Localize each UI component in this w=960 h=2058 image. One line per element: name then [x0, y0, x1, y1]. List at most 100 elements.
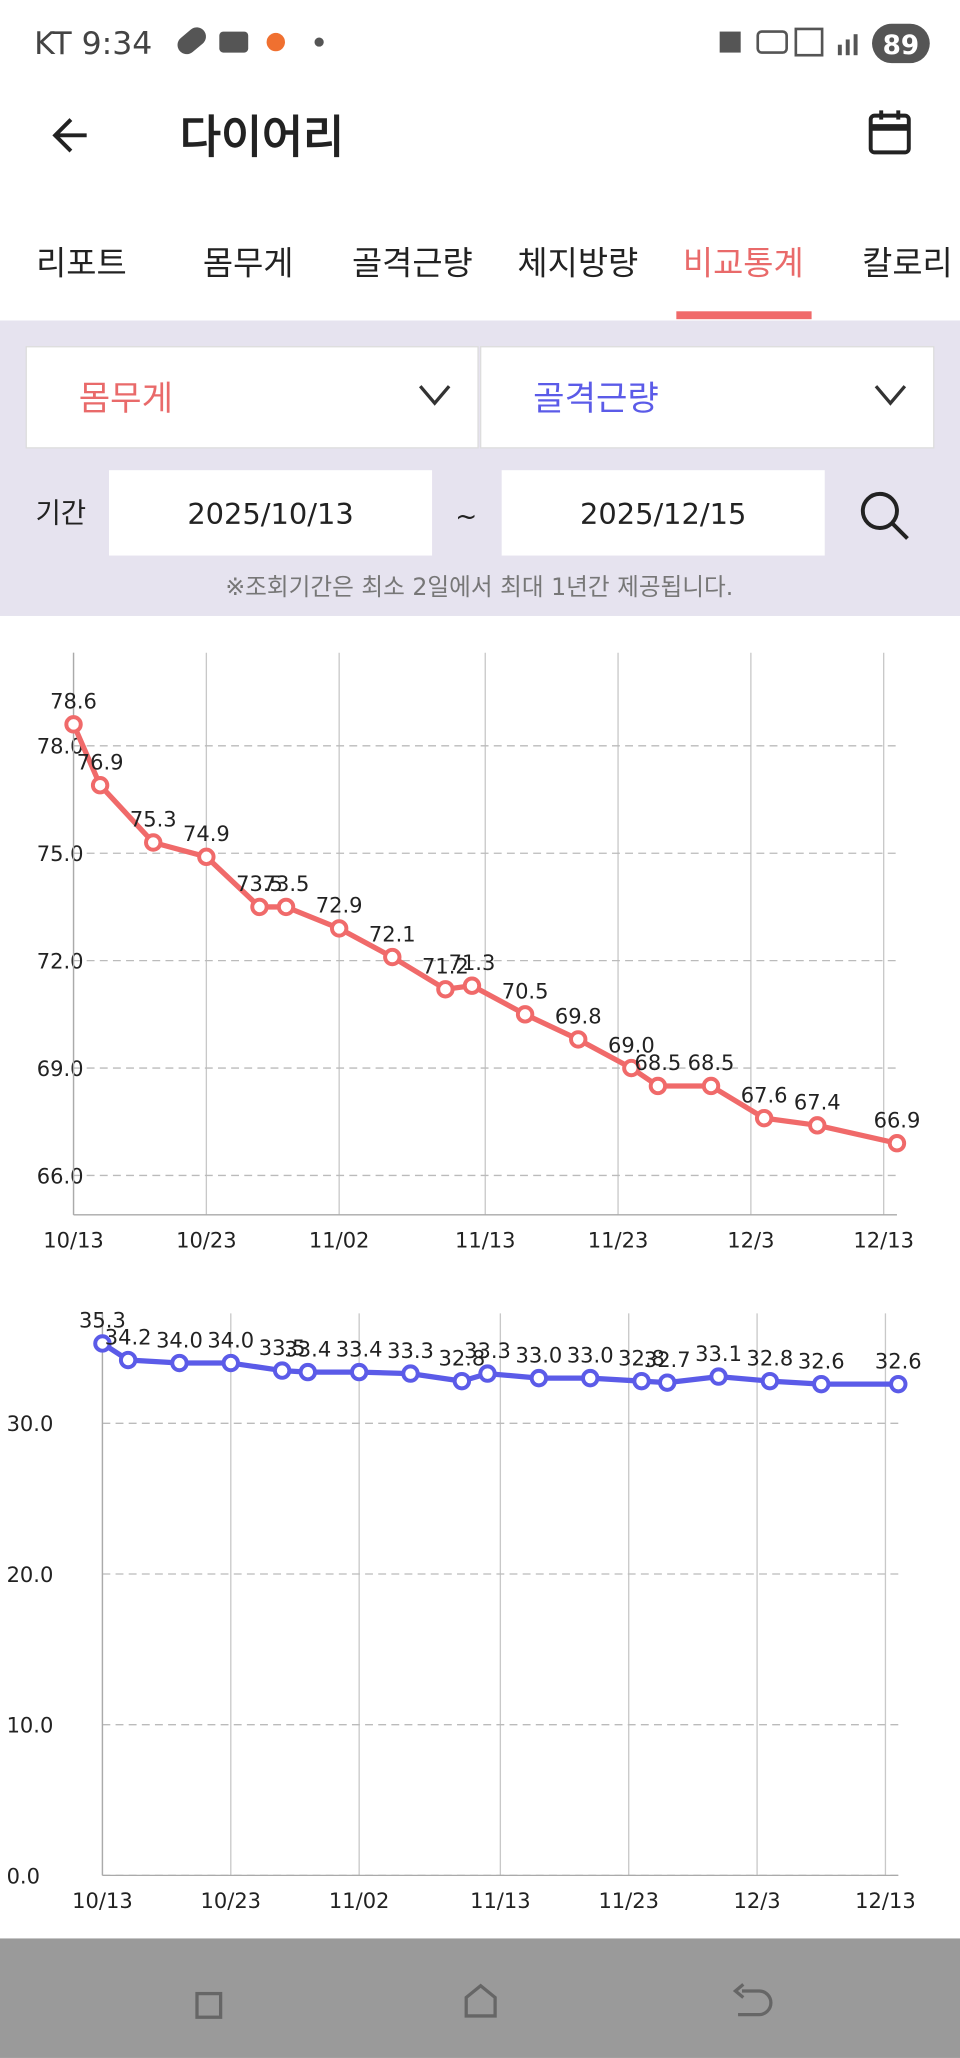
data-point [889, 1374, 908, 1394]
selector-box[interactable] [25, 346, 479, 449]
selector-text: 골격근량 [533, 379, 659, 419]
data-point [760, 1371, 780, 1391]
y-tick-label: 10.0 [7, 1713, 54, 1738]
x-tick-label: 11/13 [455, 1228, 516, 1253]
tab[interactable]: 몸무게 [203, 245, 294, 283]
x-tick-label: 11/13 [470, 1888, 531, 1913]
data-label: 34.2 [105, 1324, 152, 1349]
data-label: 33.1 [695, 1341, 742, 1366]
data-label: 33.0 [515, 1342, 562, 1367]
selector-text: 몸무게 [79, 379, 173, 419]
active-tab-indicator [676, 311, 812, 320]
x-tick-label: 11/02 [329, 1888, 390, 1913]
search-button[interactable] [860, 491, 909, 540]
data-label: 73.5 [236, 871, 283, 896]
data-label: 34.0 [156, 1327, 203, 1352]
tab[interactable]: 비교통계 [683, 245, 804, 283]
data-label: 66.9 [874, 1107, 921, 1132]
tab[interactable]: 리포트 [36, 245, 127, 283]
data-label: 76.9 [77, 749, 124, 774]
recent-apps-button[interactable] [195, 1991, 223, 2019]
x-tick-label: 12/3 [733, 1888, 780, 1913]
data-point [197, 847, 216, 867]
y-tick-label: 0.0 [7, 1863, 40, 1888]
y-tick-label: 75.0 [37, 841, 84, 866]
data-point [754, 1108, 774, 1128]
data-label: 32.8 [747, 1345, 794, 1370]
back-nav-button[interactable] [732, 1983, 773, 2017]
data-point [462, 976, 482, 995]
data-point [298, 1362, 318, 1382]
data-point [887, 1134, 907, 1153]
x-tick-label: 11/02 [309, 1228, 370, 1253]
data-point [529, 1368, 549, 1388]
data-label: 32.8 [438, 1345, 485, 1370]
data-label: 71.3 [449, 950, 496, 975]
tab[interactable]: 골격근량 [352, 245, 473, 283]
calendar-button[interactable] [868, 110, 911, 155]
data-point [250, 897, 269, 917]
data-point [118, 1350, 138, 1370]
data-point [478, 1364, 497, 1383]
data-label: 69.0 [608, 1032, 655, 1057]
status-time: KT 9:34 [34, 26, 152, 62]
x-tick-label: 12/13 [855, 1888, 916, 1913]
data-point [272, 1361, 292, 1380]
battery-level: 89 [883, 31, 920, 61]
line-chart: 10/13 10/23 11/02 11/13 11/23 12/3 12/13 0.0 10.… [7, 1308, 922, 1914]
header-title: 다이어리 [180, 111, 344, 163]
home-button[interactable] [464, 1983, 497, 2018]
data-label: 72.1 [369, 921, 416, 946]
data-label: 32.7 [644, 1347, 691, 1372]
selector-box[interactable] [479, 346, 935, 449]
x-tick-label: 12/3 [727, 1228, 774, 1253]
x-tick-label: 12/13 [853, 1228, 914, 1253]
data-label: 33.5 [259, 1335, 306, 1360]
data-point [701, 1076, 721, 1096]
y-tick-label: 72.0 [37, 949, 84, 974]
data-point [436, 980, 455, 999]
data-label: 78.6 [50, 689, 97, 714]
data-label: 34.0 [207, 1327, 254, 1352]
status-icons [177, 23, 930, 64]
data-label: 33.4 [284, 1336, 331, 1361]
data-label: 71.2 [422, 954, 469, 979]
data-label: 33.3 [464, 1338, 511, 1363]
date-input[interactable] [501, 470, 825, 556]
line-chart: 10/13 10/23 11/02 11/13 11/23 12/3 12/13 66.0 69… [37, 652, 921, 1253]
start-date: 2025/10/13 [187, 497, 353, 531]
data-label: 68.5 [688, 1050, 735, 1075]
y-tick-label: 69.0 [37, 1056, 84, 1081]
data-point [349, 1362, 369, 1382]
date-input[interactable] [109, 470, 433, 556]
data-label: 67.4 [794, 1090, 841, 1115]
y-tick-label: 20.0 [7, 1562, 54, 1587]
data-label: 68.5 [635, 1050, 682, 1075]
x-tick-label: 11/23 [598, 1888, 659, 1913]
nav-bar [0, 1938, 960, 2058]
x-tick-label: 10/13 [72, 1888, 133, 1913]
data-label: 72.9 [316, 893, 363, 918]
back-button[interactable] [52, 118, 87, 153]
data-label: 33.0 [567, 1342, 614, 1367]
y-tick-label: 78.0 [37, 734, 84, 759]
data-point [632, 1371, 651, 1391]
data-point [276, 897, 296, 917]
data-point [622, 1058, 641, 1078]
dropdown-arrow [418, 385, 907, 406]
data-point [221, 1353, 240, 1373]
data-label: 35.3 [79, 1308, 126, 1333]
tab[interactable]: 체지방량 [517, 245, 638, 283]
data-label: 69.8 [555, 1004, 602, 1029]
period-label: 기간 [35, 497, 86, 530]
tab[interactable]: 칼로리 [862, 245, 953, 283]
data-point [658, 1373, 677, 1392]
data-point [515, 1005, 535, 1024]
data-label: 32.8 [618, 1345, 665, 1370]
data-point [648, 1076, 668, 1096]
data-label: 75.3 [130, 807, 177, 832]
data-label: 70.5 [502, 979, 549, 1004]
data-point [64, 715, 83, 734]
